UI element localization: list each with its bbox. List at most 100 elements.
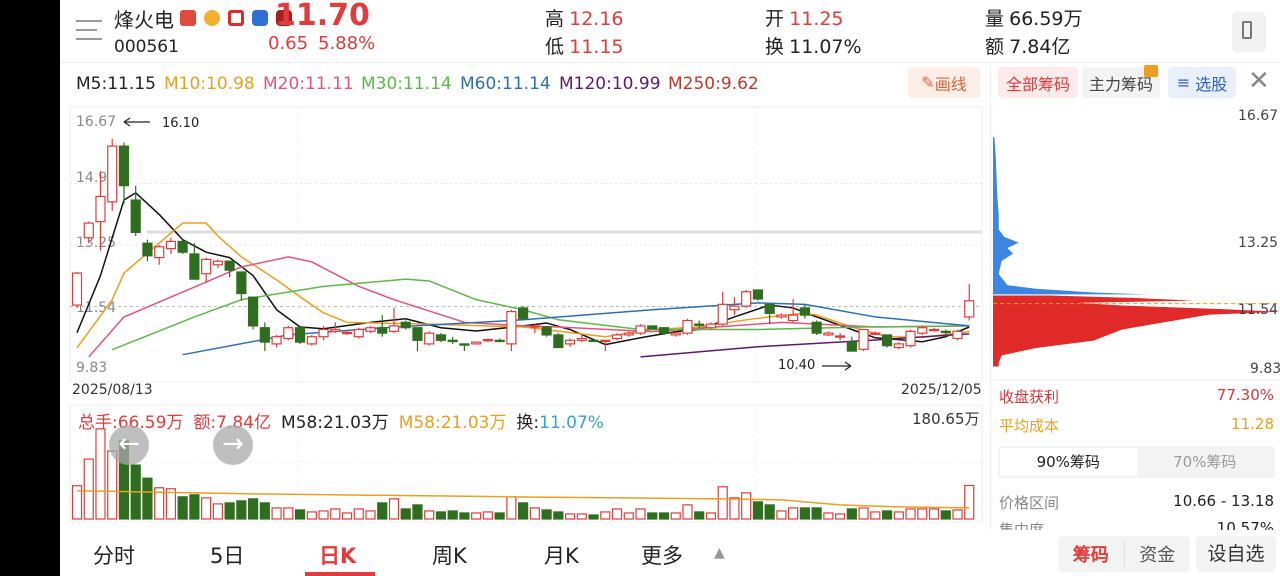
candle-body	[400, 321, 411, 329]
candle-body	[576, 337, 587, 341]
toggle-70[interactable]: 70%筹码	[1173, 453, 1237, 471]
candle-body	[377, 327, 388, 334]
lock-icon	[1144, 65, 1158, 77]
tab-main-chips[interactable]: 主力筹码	[1082, 65, 1160, 98]
volume-bar	[564, 513, 576, 520]
volume-bar	[165, 488, 177, 520]
chip-price-tick: 16.67	[1238, 108, 1279, 124]
weibo-icon[interactable]	[204, 10, 220, 26]
candle-body	[224, 260, 235, 271]
ma5-legend: M5:11.15	[76, 74, 156, 94]
chip-profile-profit	[993, 295, 1280, 367]
tab-5day[interactable]: 5日	[210, 544, 245, 568]
candle-body	[670, 332, 681, 336]
candle-body	[154, 246, 165, 259]
candle-body	[564, 339, 576, 345]
ma-line-m30	[111, 278, 970, 351]
candle-body	[118, 145, 130, 187]
chips-button[interactable]: 筹码	[1072, 545, 1109, 566]
candle-body	[858, 328, 869, 350]
ma-line-m10	[76, 222, 970, 349]
tab-daily-k[interactable]: 日K	[319, 544, 357, 568]
high-marker-label: 16.10	[162, 116, 200, 131]
ma250-legend: M250:9.62	[668, 74, 759, 94]
ma120-legend: M120:10.99	[559, 74, 661, 94]
volume-bar	[576, 513, 587, 520]
volume-bar	[341, 512, 353, 520]
volume-bar	[741, 492, 752, 520]
volume-bar	[294, 509, 306, 520]
active-tab-underline	[305, 572, 375, 576]
candle-body	[212, 260, 223, 266]
volume-bar	[940, 510, 951, 520]
volume-bar	[435, 511, 447, 520]
profit-ratio-value: 77.30%	[1216, 386, 1274, 404]
candle-body	[917, 327, 928, 334]
price-range-label: 价格区间	[999, 494, 1060, 512]
candle-body	[294, 327, 306, 343]
draw-line-button[interactable]: ✎ 画线	[908, 67, 980, 98]
candle-body	[811, 321, 822, 334]
scroll-right-button[interactable]: →	[213, 425, 253, 465]
volume-bar	[611, 508, 623, 520]
volume-bar	[881, 510, 893, 520]
add-watchlist-button[interactable]: 设自选	[1196, 536, 1276, 572]
candle-body	[705, 323, 717, 329]
candle-body	[776, 314, 787, 318]
volume-bar	[306, 511, 317, 520]
volume-bar	[494, 512, 505, 520]
candle-body	[635, 325, 646, 334]
tab-more[interactable]: 更多	[641, 544, 683, 568]
app-blue-icon[interactable]	[252, 10, 268, 26]
candle-body	[189, 253, 200, 280]
rotate-screen-icon[interactable]	[1232, 12, 1266, 52]
tab-all-chips[interactable]: 全部筹码	[998, 67, 1078, 98]
close-icon[interactable]: ✕	[1248, 66, 1270, 96]
volume-bar	[588, 514, 599, 520]
candle-body	[412, 327, 423, 341]
ma-line-m60	[182, 302, 970, 356]
candle-body	[518, 307, 529, 320]
candle-body	[905, 330, 916, 347]
volume-bar	[518, 502, 529, 520]
tab-weekly-k[interactable]: 周K	[432, 544, 467, 568]
volume-bar	[893, 511, 904, 520]
app-red-icon[interactable]	[276, 10, 292, 26]
volume-bar	[682, 504, 693, 520]
volume-bar	[107, 450, 118, 520]
candle-body	[717, 303, 728, 325]
candle-body	[177, 240, 188, 253]
volume-bar	[412, 504, 423, 520]
funds-button[interactable]: 资金	[1123, 541, 1191, 567]
stock-picker-button[interactable]: ≡ 选股	[1168, 67, 1236, 98]
volume-bar	[154, 487, 165, 520]
candle-body	[893, 343, 904, 349]
caret-up-icon[interactable]: ▲	[714, 545, 725, 561]
volume-bar	[506, 496, 517, 520]
candle-body	[940, 330, 951, 334]
video-icon[interactable]	[228, 10, 244, 26]
candle-body	[165, 240, 177, 250]
high-arrow-icon	[123, 117, 150, 127]
avg-cost-value: 11.28	[1231, 415, 1274, 433]
candle-body	[388, 325, 400, 332]
volume-ma-line	[76, 490, 970, 509]
tab-monthly-k[interactable]: 月K	[544, 544, 579, 568]
end-date: 2025/12/05	[901, 382, 982, 398]
last-price: 11.70	[275, 0, 370, 33]
avg-cost-label: 平均成本	[999, 417, 1060, 435]
scroll-left-button[interactable]: ←	[109, 425, 149, 465]
volume-max-label: 180.65万	[912, 410, 980, 428]
candle-body	[682, 319, 693, 334]
volume-bar	[729, 497, 740, 520]
chip-price-tick: 13.25	[1238, 235, 1279, 251]
volume-bar	[353, 508, 364, 520]
news-icon[interactable]	[180, 10, 196, 26]
candle-body	[494, 339, 505, 343]
volume-bar	[694, 511, 705, 520]
toggle-90[interactable]: 90%筹码	[1000, 448, 1137, 476]
menu-icon[interactable]	[76, 18, 102, 40]
stat-high: 高 12.16	[545, 8, 624, 30]
y-tick: 11.54	[76, 300, 117, 316]
tab-intraday[interactable]: 分时	[93, 544, 135, 568]
